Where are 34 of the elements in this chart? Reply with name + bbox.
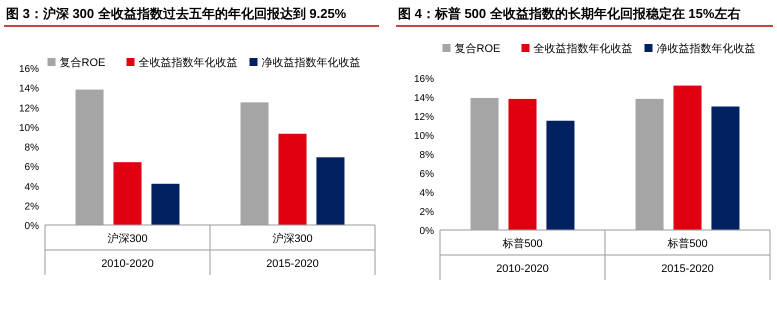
y-tick-label: 10% xyxy=(414,131,434,142)
x-tick-label: 沪深300 xyxy=(107,232,148,245)
legend-label: 复合ROE xyxy=(60,56,106,69)
y-tick-label: 12% xyxy=(414,112,434,123)
x-tick-label: 标普500 xyxy=(666,237,708,250)
y-tick-label: 4% xyxy=(420,188,434,199)
y-tick-label: 6% xyxy=(420,169,434,180)
legend-label: 全收益指数年化收益 xyxy=(138,57,238,69)
text: 2010-2020 xyxy=(496,263,549,275)
y-tick-label: 14% xyxy=(18,84,40,95)
legend-label: 全收益指数年化收益 xyxy=(534,43,632,55)
y-tick-label: 8% xyxy=(420,150,434,161)
y-tick-label: 12% xyxy=(18,103,40,114)
y-tick-label: 16% xyxy=(18,64,40,75)
y-tick-label: 4% xyxy=(24,182,40,193)
legend-label: 净收益指数年化收益 xyxy=(262,57,360,69)
legend-label: 复合ROE xyxy=(454,42,500,55)
y-tick-label: 8% xyxy=(24,142,40,154)
y-tick-label: 16% xyxy=(414,74,434,85)
y-tick-label: 0% xyxy=(420,226,434,237)
y-tick-label: 6% xyxy=(24,162,40,174)
y-tick-label: 0% xyxy=(24,221,40,232)
chart-title: 图 4：标普 500 全收益指数的长期年化回报稳定在 15%左右 xyxy=(398,6,740,21)
text: 2015-2020 xyxy=(661,263,714,275)
chart-title: 图 3：沪深 300 全收益指数过去五年的年化回报达到 9.25% xyxy=(6,6,347,21)
y-tick-label: 2% xyxy=(420,207,434,218)
text: 2015-2020 xyxy=(266,258,319,270)
y-tick-label: 14% xyxy=(414,93,434,104)
text: 2010-2020 xyxy=(101,258,154,270)
x-tick-label: 沪深300 xyxy=(272,232,313,245)
y-tick-label: 2% xyxy=(24,201,40,212)
x-tick-label: 标普500 xyxy=(501,237,543,250)
legend-label: 净收益指数年化收益 xyxy=(656,43,756,55)
y-tick-label: 10% xyxy=(18,122,40,134)
